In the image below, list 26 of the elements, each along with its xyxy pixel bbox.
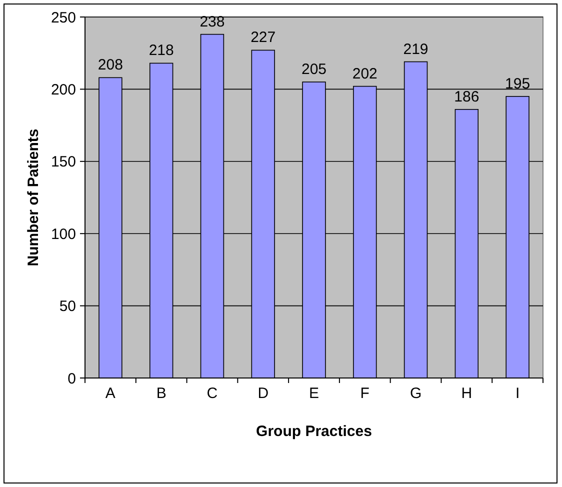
data-label: 186 — [454, 88, 480, 106]
x-tick-label: H — [461, 385, 472, 402]
x-tick-label: C — [206, 385, 218, 402]
x-tick-label: G — [410, 385, 422, 402]
x-tick-label: D — [258, 385, 269, 402]
y-tick-label: 50 — [59, 298, 76, 316]
y-tick-label: 100 — [50, 226, 76, 243]
data-label: 218 — [148, 42, 174, 60]
y-tick-label: 250 — [50, 9, 76, 26]
y-tick-label: 0 — [68, 370, 76, 388]
data-label: 238 — [200, 13, 225, 30]
data-label: 205 — [301, 60, 327, 78]
x-tick-label: E — [308, 385, 320, 402]
x-axis-title: Group Practices — [256, 423, 372, 440]
data-label: 195 — [505, 75, 530, 92]
x-tick-label: I — [515, 385, 520, 402]
x-tick-label: F — [360, 385, 370, 402]
x-tick-label: A — [105, 385, 116, 402]
y-axis-title: Number of Patients — [25, 128, 42, 266]
y-tick-label: 200 — [50, 81, 76, 98]
y-tick-label: 150 — [50, 154, 76, 171]
x-tick-label: B — [156, 385, 166, 402]
data-label: 219 — [403, 40, 428, 58]
data-label: 227 — [250, 29, 276, 46]
data-label: 202 — [352, 65, 378, 82]
data-label: 208 — [98, 56, 123, 74]
